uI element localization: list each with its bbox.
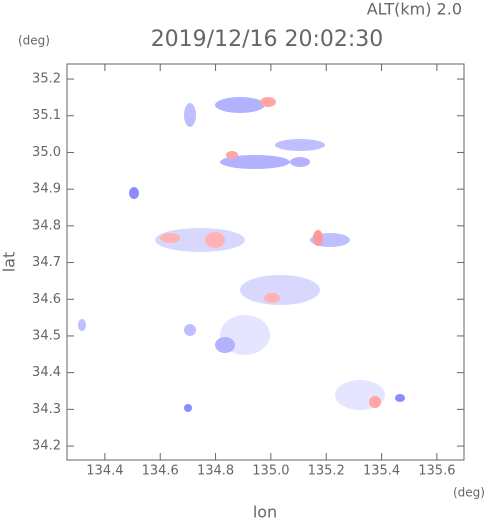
plot-frame xyxy=(66,63,465,461)
y-tick-label: 34.6 xyxy=(32,292,61,307)
x-tick-label: 135.6 xyxy=(418,464,455,479)
y-tick-label: 35.1 xyxy=(32,108,61,123)
y-tick-label: 34.2 xyxy=(32,439,61,454)
chart-title: 2019/12/16 20:02:30 xyxy=(151,27,384,52)
radar-echoes xyxy=(78,97,405,412)
echo xyxy=(184,324,196,336)
echo xyxy=(290,157,310,167)
echo xyxy=(215,97,265,113)
y-unit: (deg) xyxy=(18,34,50,48)
echo xyxy=(240,275,320,305)
y-tick-label: 34.8 xyxy=(32,218,61,233)
echo xyxy=(264,293,280,303)
echo xyxy=(184,103,196,127)
x-unit: (deg) xyxy=(453,486,485,500)
echo xyxy=(275,139,325,151)
echo xyxy=(129,187,139,199)
y-tick-label: 34.9 xyxy=(32,182,61,197)
echo xyxy=(78,319,86,331)
x-axis-label: lon xyxy=(253,503,277,521)
y-tick-label: 35.2 xyxy=(32,72,61,87)
y-tick-label: 34.4 xyxy=(32,365,61,380)
x-tick-label: 134.4 xyxy=(86,464,123,479)
y-axis-label: lat xyxy=(0,252,19,273)
x-tick-label: 135.0 xyxy=(252,464,289,479)
echo xyxy=(215,337,235,353)
y-tick-label: 34.7 xyxy=(32,255,61,270)
y-tick-label: 34.3 xyxy=(32,402,61,417)
echo xyxy=(160,233,180,243)
x-tick-label: 135.4 xyxy=(363,464,400,479)
x-tick-label: 134.6 xyxy=(142,464,179,479)
echo xyxy=(395,394,405,402)
echo xyxy=(220,155,290,169)
echo xyxy=(369,396,381,408)
echo xyxy=(226,151,238,159)
y-tick-label: 34.5 xyxy=(32,328,61,343)
altitude-label: ALT(km) 2.0 xyxy=(367,0,462,19)
x-tick-label: 134.8 xyxy=(197,464,234,479)
echo xyxy=(313,230,323,246)
echo xyxy=(260,97,276,107)
echo xyxy=(155,228,245,252)
echo xyxy=(205,232,225,248)
x-tick-label: 135.2 xyxy=(308,464,345,479)
y-tick-label: 35.0 xyxy=(32,145,61,160)
echo xyxy=(184,404,192,412)
